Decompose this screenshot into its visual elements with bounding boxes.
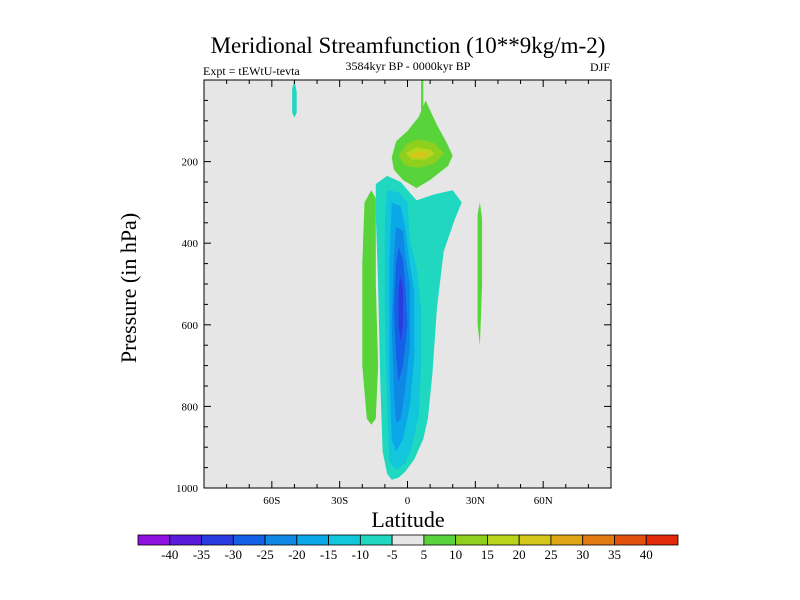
plot-area: 200 400 600 800 1000 60S 30S 0 30N 60N [176, 79, 612, 507]
y-tick-label: 600 [182, 320, 199, 332]
y-axis-ticks: 200 400 600 800 1000 [176, 79, 611, 495]
colorbar-label: 15 [481, 547, 494, 562]
colorbar-label: -20 [288, 547, 305, 562]
colorbar-swatch [328, 534, 361, 546]
colorbar-swatch [550, 534, 584, 546]
y-tick-label: 400 [182, 238, 199, 250]
colorbar-swatch [137, 534, 171, 546]
colorbar-swatch [359, 534, 393, 546]
contour-fills [292, 80, 483, 480]
colorbar-swatch [455, 534, 488, 546]
contour-nh-positive-streak [477, 202, 483, 346]
colorbar-label: 10 [449, 547, 462, 562]
colorbar-label: 40 [640, 547, 653, 562]
colorbar-label: -10 [352, 547, 369, 562]
contour-top-green-thread [421, 80, 424, 117]
chart-title: Meridional Streamfunction (10**9kg/m-2) [211, 33, 606, 58]
colorbar-label: -15 [320, 547, 337, 562]
y-axis-label: Pressure (in hPa) [116, 213, 141, 363]
colorbar-label: -35 [193, 547, 210, 562]
colorbar-swatch [582, 534, 615, 546]
contour-main-cell-m30 [398, 275, 403, 342]
y-tick-label: 1000 [176, 483, 199, 495]
colorbar-swatch [614, 534, 647, 546]
x-axis-ticks: 60S 30S 0 30N 60N [203, 80, 612, 507]
contour-upper-positive-cell-20 [412, 151, 428, 158]
colorbar-label: -25 [256, 547, 273, 562]
colorbar-label: 30 [576, 547, 589, 562]
experiment-label: Expt = tEWtU-tevta [203, 64, 300, 78]
contour-top-cyan-patch [292, 80, 297, 118]
colorbar-label: -5 [387, 547, 398, 562]
colorbar-label: -40 [161, 547, 178, 562]
colorbar-swatch [264, 534, 298, 546]
colorbar-swatch [391, 534, 425, 546]
colorbar-label: -30 [225, 547, 242, 562]
colorbar-label: 20 [513, 547, 526, 562]
x-axis-label: Latitude [371, 507, 444, 532]
colorbar: -40 -35 -30 -25 -20 -15 -10 -5 5 10 15 20 25 30 35 40 [137, 534, 679, 562]
x-tick-label: 30S [331, 495, 348, 507]
colorbar-swatch [232, 534, 266, 546]
x-tick-label: 30N [466, 495, 485, 507]
colorbar-label: 35 [608, 547, 621, 562]
period-label: 3584kyr BP - 0000kyr BP [346, 59, 471, 73]
colorbar-swatch [487, 534, 520, 546]
season-label: DJF [590, 60, 610, 74]
contour-sh-positive-column [362, 190, 379, 425]
colorbar-swatch [645, 534, 679, 546]
colorbar-swatch [201, 534, 234, 546]
colorbar-label: 5 [421, 547, 428, 562]
colorbar-swatch [296, 534, 329, 546]
x-tick-label: 60S [263, 495, 280, 507]
colorbar-swatch [423, 534, 457, 546]
y-tick-label: 200 [182, 157, 199, 169]
colorbar-label: 25 [544, 547, 557, 562]
x-tick-label: 60N [534, 495, 553, 507]
colorbar-swatch [518, 534, 552, 546]
colorbar-swatch [169, 534, 202, 546]
x-tick-label: 0 [405, 495, 411, 507]
y-tick-label: 800 [182, 401, 199, 413]
